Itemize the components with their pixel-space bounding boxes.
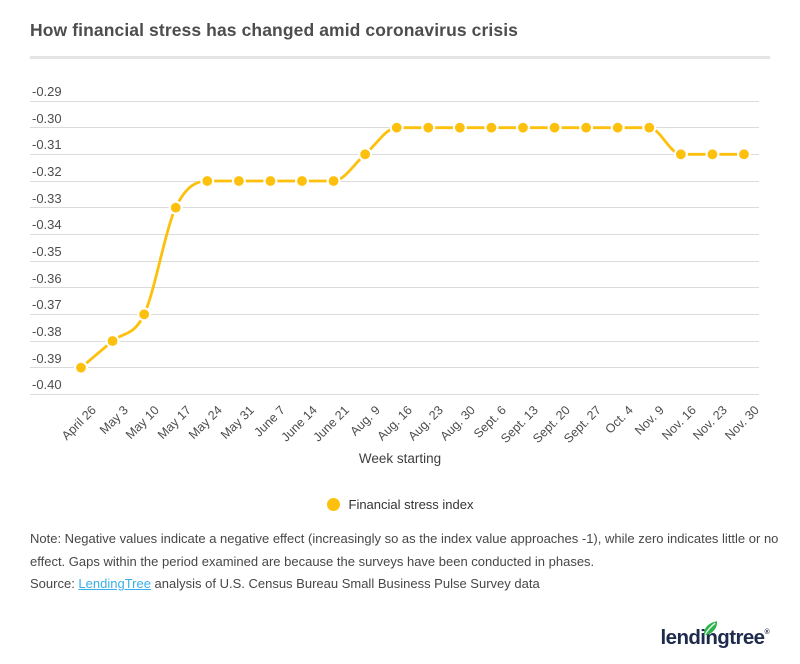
y-tick-label: -0.30 — [32, 110, 62, 126]
gridline — [30, 207, 759, 209]
chart-title: How financial stress has changed amid co… — [30, 20, 518, 40]
circle-marker-icon — [326, 498, 340, 511]
gridline — [30, 313, 759, 315]
gridline — [30, 153, 759, 155]
y-tick-label: -0.39 — [32, 350, 62, 366]
gridline — [30, 127, 759, 129]
source-prefix: Source: — [30, 576, 79, 591]
gridline — [30, 100, 759, 102]
gridline — [30, 180, 759, 182]
gridline — [30, 260, 759, 262]
gridline — [30, 340, 759, 342]
gridline — [30, 367, 759, 369]
y-tick-label: -0.33 — [32, 190, 62, 206]
gridline — [30, 393, 759, 395]
y-tick-label: -0.38 — [32, 324, 62, 339]
registered-mark: ® — [764, 629, 769, 636]
lendingtree-wordmark: lendingtree® — [661, 621, 770, 650]
title-divider — [30, 56, 770, 59]
y-tick-label: -0.34 — [32, 217, 62, 233]
y-tick-label: -0.37 — [32, 297, 62, 313]
legend: Financial stress index — [0, 497, 800, 512]
source-suffix: analysis of U.S. Census Bureau Small Bus… — [150, 576, 540, 591]
leaf-icon — [703, 621, 717, 636]
y-tick-label: -0.31 — [32, 137, 62, 153]
source-line: Source: LendingTree analysis of U.S. Cen… — [30, 573, 782, 595]
lendingtree-logo: lendingtree® — [661, 618, 770, 652]
note-text: Note: Negative values indicate a negativ… — [30, 531, 779, 569]
y-tick-label: -0.35 — [32, 244, 62, 259]
y-tick-label: -0.32 — [32, 164, 62, 179]
x-axis-title: Week starting — [358, 451, 442, 466]
y-tick-label: -0.29 — [32, 84, 62, 99]
y-tick-label: -0.36 — [32, 270, 62, 286]
legend-label: Financial stress index — [348, 497, 474, 512]
gridline — [30, 287, 759, 289]
y-tick-label: -0.40 — [32, 377, 62, 393]
source-link[interactable]: LendingTree — [78, 576, 151, 591]
gridline — [30, 233, 759, 235]
